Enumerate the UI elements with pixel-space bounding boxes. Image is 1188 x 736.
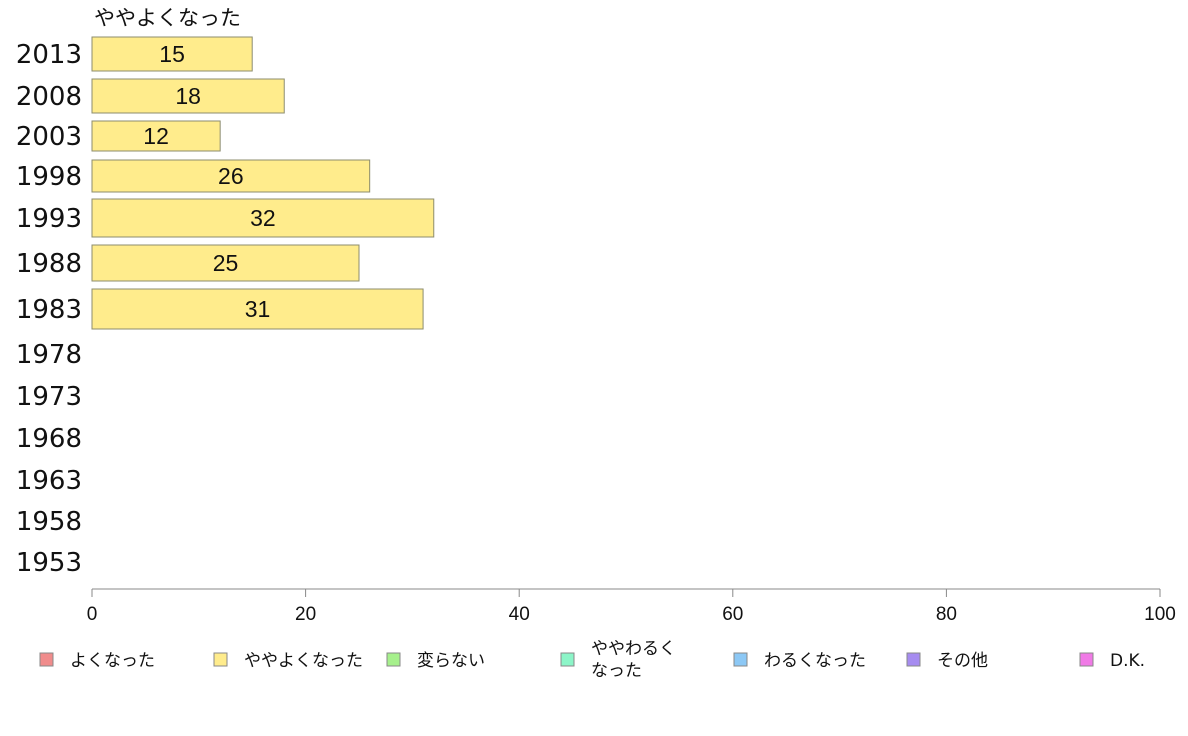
- bar: [91, 120, 221, 152]
- legend-swatch: [560, 652, 575, 667]
- x-tick-label: 20: [295, 604, 316, 625]
- year-label: 1988: [16, 249, 82, 279]
- bar: [91, 198, 435, 238]
- year-labels-group: 2013 2008 2003 1998 1993 1988 1983 1978 1973 1968…: [16, 40, 82, 578]
- bar: [91, 244, 360, 282]
- legend-swatch: [906, 652, 921, 667]
- year-label: 1978: [16, 340, 82, 370]
- legend-item: 変らない: [386, 651, 485, 671]
- year-label: 1993: [16, 204, 82, 234]
- bar-value-label: 25: [213, 250, 239, 276]
- legend-swatch: [386, 652, 401, 667]
- x-tick-label: 60: [722, 604, 743, 625]
- legend-label: ややよくなった: [244, 651, 363, 671]
- legend-label: よくなった: [70, 651, 155, 671]
- bar-value-label: 18: [175, 83, 201, 109]
- bar-value-label: 31: [245, 296, 271, 322]
- legend-swatch: [1079, 652, 1094, 667]
- year-label: 2008: [16, 82, 82, 112]
- year-label: 1973: [16, 382, 82, 412]
- legend-item: その他: [906, 651, 988, 671]
- x-tick-label: 100: [1144, 604, 1176, 625]
- bar-value-label: 12: [143, 123, 169, 149]
- legend-label: D.K.: [1110, 651, 1145, 671]
- year-label: 1953: [16, 548, 82, 578]
- bar: [91, 36, 253, 72]
- year-label: 1958: [16, 507, 82, 537]
- legend-item: ややわるくなった: [560, 639, 676, 681]
- legend-label: 変らない: [417, 651, 485, 671]
- legend: よくなった ややよくなった 変らない ややわるくなった わるくなった その他 D.K.: [39, 639, 1145, 681]
- chart-title: ややよくなった: [94, 6, 241, 30]
- year-label: 1983: [16, 295, 82, 325]
- year-label: 1998: [16, 162, 82, 192]
- year-label: 1968: [16, 424, 82, 454]
- bar-value-label: 26: [218, 163, 244, 189]
- legend-swatch: [213, 652, 228, 667]
- bar-value-label: 32: [250, 205, 276, 231]
- x-tick-label: 0: [87, 604, 98, 625]
- legend-label: ややわるくなった: [591, 639, 676, 681]
- legend-label: その他: [937, 651, 988, 671]
- legend-item: よくなった: [39, 651, 155, 671]
- x-axis: 0 20 40 60 80 100: [87, 588, 1176, 625]
- year-label: 2013: [16, 40, 82, 70]
- x-tick-label: 80: [936, 604, 957, 625]
- x-tick-label: 40: [509, 604, 530, 625]
- year-label: 2003: [16, 122, 82, 152]
- legend-swatch: [39, 652, 54, 667]
- legend-label: わるくなった: [764, 651, 866, 671]
- year-label: 1963: [16, 466, 82, 496]
- legend-item: D.K.: [1079, 651, 1145, 671]
- legend-item: ややよくなった: [213, 651, 363, 671]
- bar: [91, 159, 371, 193]
- bar: [91, 78, 285, 114]
- bar: [91, 288, 424, 330]
- bar-value-label: 15: [159, 41, 185, 67]
- legend-item: わるくなった: [733, 651, 866, 671]
- legend-swatch: [733, 652, 748, 667]
